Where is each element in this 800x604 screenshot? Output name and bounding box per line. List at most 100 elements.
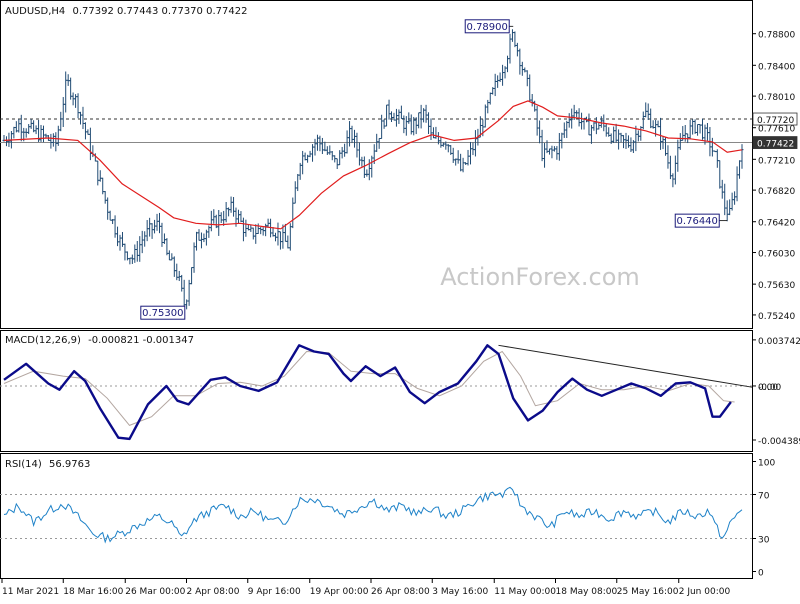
price-bar bbox=[441, 142, 445, 147]
price-bar bbox=[451, 147, 455, 163]
price-bar bbox=[387, 99, 391, 120]
price-bar bbox=[81, 106, 85, 130]
price-bar bbox=[177, 270, 181, 282]
price-bar bbox=[486, 99, 490, 114]
price-bar bbox=[338, 150, 342, 166]
macd-signal-line bbox=[3, 350, 735, 426]
x-tick-label: 18 Mar 16:00 bbox=[63, 587, 123, 597]
macd-line bbox=[3, 344, 732, 441]
price-bar bbox=[515, 42, 519, 57]
price-bar bbox=[528, 74, 532, 102]
price-bar bbox=[357, 142, 361, 166]
price-bar bbox=[343, 143, 347, 157]
price-bar bbox=[543, 143, 547, 168]
price-bar bbox=[301, 150, 305, 175]
price-bar bbox=[715, 149, 719, 168]
price-bar bbox=[241, 217, 245, 242]
price-bar bbox=[471, 142, 475, 156]
axis-layer: 0.78800 0.78400 0.78010 0.77610 0.77210 0.768… bbox=[1, 31, 800, 597]
price-bar bbox=[380, 114, 384, 139]
price-bar bbox=[740, 144, 744, 169]
price-bar bbox=[17, 119, 21, 133]
price-bar bbox=[113, 215, 117, 238]
price-bar bbox=[140, 230, 144, 254]
annotation-box-2 bbox=[674, 213, 720, 228]
price-bar bbox=[508, 33, 512, 64]
price-bar bbox=[278, 231, 282, 250]
price-bar bbox=[12, 126, 16, 139]
rsi-y-tick-label: 70 bbox=[758, 492, 770, 502]
price-bar bbox=[165, 238, 169, 256]
price-bar bbox=[535, 105, 539, 136]
price-bar bbox=[404, 116, 408, 136]
price-bar bbox=[199, 232, 203, 249]
price-bar bbox=[157, 212, 161, 234]
panel-frames bbox=[0, 0, 753, 579]
price-bar bbox=[424, 104, 428, 123]
price-bar bbox=[202, 233, 206, 243]
price-bar bbox=[96, 160, 100, 186]
annotation-box-1 bbox=[140, 305, 186, 320]
price-bar bbox=[557, 133, 561, 161]
price-bar bbox=[34, 125, 38, 135]
price-bar bbox=[328, 145, 332, 155]
macd-value-label-0: -0.00 bbox=[758, 383, 782, 393]
rsi-y-tick-label: 0 bbox=[758, 569, 764, 579]
price-bar bbox=[671, 173, 675, 188]
price-bar bbox=[728, 199, 732, 216]
price-bar bbox=[461, 157, 465, 173]
price-bar bbox=[325, 146, 329, 155]
price-bar bbox=[523, 67, 527, 73]
price-bar bbox=[382, 119, 386, 129]
x-tick-label: 9 Apr 16:00 bbox=[248, 587, 301, 597]
price-bar bbox=[222, 210, 226, 226]
price-bar bbox=[624, 132, 628, 150]
price-bar bbox=[402, 115, 406, 134]
price-bar bbox=[79, 111, 83, 125]
price-bar bbox=[162, 233, 166, 244]
price-bar bbox=[710, 137, 714, 157]
x-tick-label: 18 May 08:00 bbox=[556, 587, 618, 597]
price-bar bbox=[41, 125, 45, 143]
price-bar bbox=[577, 108, 581, 127]
price-bar bbox=[649, 108, 653, 129]
rsi-panel-frame bbox=[0, 453, 753, 579]
price-bar bbox=[239, 211, 243, 223]
x-tick-label: 3 May 16:00 bbox=[432, 587, 488, 597]
price-bar bbox=[172, 256, 176, 277]
price-bar bbox=[567, 113, 571, 128]
macd-values: -0.000821 -0.001347 bbox=[88, 335, 194, 346]
rsi-title: RSI(14) bbox=[5, 459, 42, 470]
price-bar bbox=[394, 108, 398, 127]
price-bar bbox=[170, 253, 174, 261]
price-bar bbox=[340, 146, 344, 159]
price-bar bbox=[390, 111, 394, 123]
price-bar bbox=[197, 229, 201, 241]
price-bar bbox=[27, 124, 31, 135]
price-bar bbox=[473, 130, 477, 157]
price-bar bbox=[644, 102, 648, 118]
price-bar bbox=[399, 105, 403, 120]
price-bar bbox=[580, 112, 584, 130]
price-bar bbox=[254, 224, 258, 244]
price-bar bbox=[209, 210, 213, 232]
price-y-tick-label: 0.78010 bbox=[758, 93, 795, 103]
price-bar bbox=[619, 132, 623, 143]
price-bar bbox=[345, 130, 349, 154]
annotation-box-0 bbox=[464, 19, 510, 34]
price-bar bbox=[530, 93, 534, 107]
price-bar bbox=[288, 223, 292, 251]
macd-y-tick-label: -0.004389 bbox=[758, 437, 800, 447]
price-bar bbox=[565, 120, 569, 138]
x-tick-label: 26 Apr 08:00 bbox=[371, 587, 430, 597]
price-bar bbox=[266, 218, 270, 227]
price-bar bbox=[599, 116, 603, 128]
price-bar bbox=[335, 158, 339, 170]
price-bar bbox=[417, 112, 421, 129]
price-bar bbox=[261, 227, 265, 236]
price-bar bbox=[160, 222, 164, 247]
price-y-tick-label: 0.78400 bbox=[758, 62, 795, 72]
price-bar bbox=[597, 122, 601, 130]
